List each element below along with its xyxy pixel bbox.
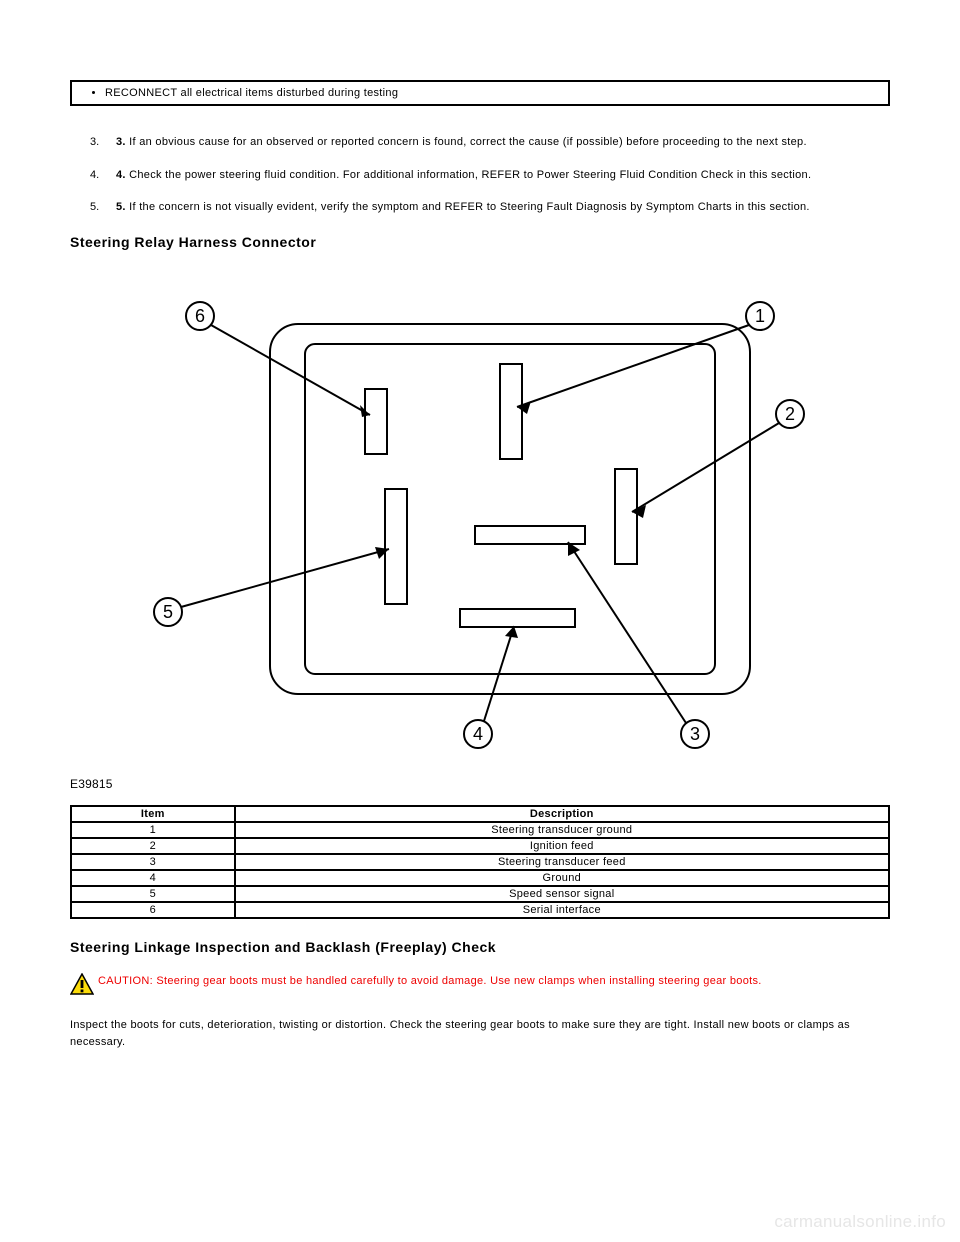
description-table: Item Description 1 Steering transducer g… <box>70 805 890 919</box>
callout-1: 1 <box>755 306 765 326</box>
step-item: 4. 4. Check the power steering fluid con… <box>90 167 890 184</box>
table-cell: 5 <box>71 886 235 902</box>
watermark-text: carmanualsonline.info <box>774 1212 946 1232</box>
callout-6: 6 <box>195 306 205 326</box>
section-heading-1: Steering Relay Harness Connector <box>70 234 890 250</box>
step-body: 4. Check the power steering fluid condit… <box>116 167 890 184</box>
reconnect-note-box: RECONNECT all electrical items disturbed… <box>70 80 890 106</box>
step-number: 4. <box>90 167 116 184</box>
step-bold: 4. <box>116 169 126 181</box>
step-text: If the concern is not visually evident, … <box>126 201 810 213</box>
table-row: 2 Ignition feed <box>71 838 889 854</box>
table-cell: 4 <box>71 870 235 886</box>
table-cell: Ignition feed <box>235 838 889 854</box>
callout-3: 3 <box>690 724 700 744</box>
step-number: 3. <box>90 134 116 151</box>
table-row: 4 Ground <box>71 870 889 886</box>
section-heading-2: Steering Linkage Inspection and Backlash… <box>70 939 890 955</box>
table-header-desc: Description <box>235 806 889 822</box>
step-bold: 3. <box>116 136 126 148</box>
step-body: 5. If the concern is not visually eviden… <box>116 199 890 216</box>
table-row: 5 Speed sensor signal <box>71 886 889 902</box>
caution-label: CAUTION: <box>98 975 153 987</box>
table-row: 3 Steering transducer feed <box>71 854 889 870</box>
table-cell: 2 <box>71 838 235 854</box>
reconnect-note-text: RECONNECT all electrical items disturbed… <box>105 87 873 99</box>
table-cell: 3 <box>71 854 235 870</box>
step-bold: 5. <box>116 201 126 213</box>
table-cell: Ground <box>235 870 889 886</box>
callout-2: 2 <box>785 404 795 424</box>
step-item: 5. 5. If the concern is not visually evi… <box>90 199 890 216</box>
callout-4: 4 <box>473 724 483 744</box>
caution-block: CAUTION: Steering gear boots must be han… <box>70 973 890 995</box>
table-cell: Serial interface <box>235 902 889 918</box>
table-cell: 6 <box>71 902 235 918</box>
step-number: 5. <box>90 199 116 216</box>
warning-triangle-icon <box>70 973 94 995</box>
step-text: Check the power steering fluid condition… <box>126 169 812 181</box>
diagram-code: E39815 <box>70 777 890 791</box>
table-header-item: Item <box>71 806 235 822</box>
caution-body: Steering gear boots must be handled care… <box>153 975 762 987</box>
caution-text: CAUTION: Steering gear boots must be han… <box>98 973 762 990</box>
step-text: If an obvious cause for an observed or r… <box>126 136 807 148</box>
callout-5: 5 <box>163 602 173 622</box>
table-header-row: Item Description <box>71 806 889 822</box>
table-cell: Speed sensor signal <box>235 886 889 902</box>
table-row: 6 Serial interface <box>71 902 889 918</box>
body-paragraph: Inspect the boots for cuts, deterioratio… <box>70 1017 890 1051</box>
step-body: 3. If an obvious cause for an observed o… <box>116 134 890 151</box>
step-item: 3. 3. If an obvious cause for an observe… <box>90 134 890 151</box>
table-cell: Steering transducer ground <box>235 822 889 838</box>
connector-diagram-svg: 6 1 2 5 4 3 <box>70 264 830 764</box>
table-cell: Steering transducer feed <box>235 854 889 870</box>
table-row: 1 Steering transducer ground <box>71 822 889 838</box>
connector-diagram: 6 1 2 5 4 3 <box>70 264 890 767</box>
step-list: 3. 3. If an obvious cause for an observe… <box>70 134 890 216</box>
table-cell: 1 <box>71 822 235 838</box>
